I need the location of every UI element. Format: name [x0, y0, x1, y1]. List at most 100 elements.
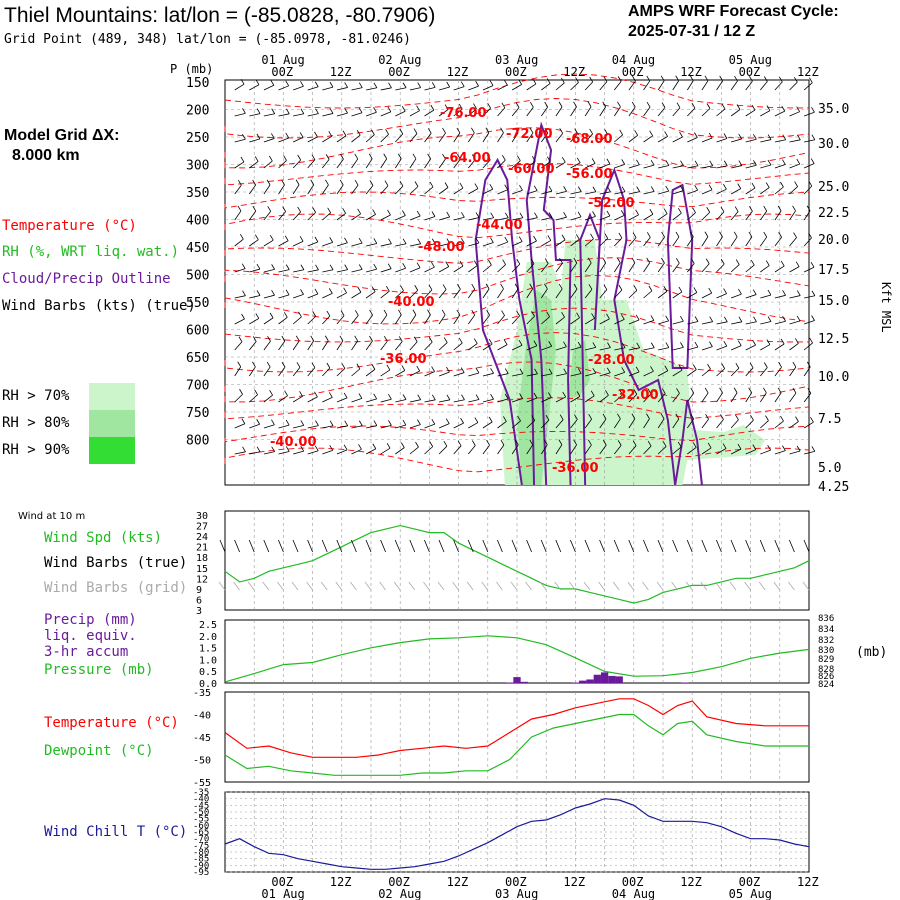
wind-barb-flag	[602, 413, 607, 420]
wind-barb	[584, 444, 592, 455]
isotherm-line	[224, 307, 810, 343]
wind-barb-flag	[457, 440, 462, 447]
wind-barb-flag	[763, 231, 768, 238]
wind-barb	[687, 321, 699, 325]
wind-barb	[599, 418, 607, 429]
wind-barb	[468, 159, 476, 169]
wind-barb	[599, 215, 611, 221]
top-hour-label: 00Z	[622, 65, 644, 79]
wind-barb-flag	[300, 289, 304, 295]
wind-barb-flag	[501, 155, 506, 161]
wind-barb-flag	[533, 340, 538, 346]
wind-barb	[774, 237, 782, 247]
wind-barb-flag	[237, 179, 242, 186]
wind-barb	[380, 447, 391, 455]
wind-barb-flag	[661, 257, 665, 264]
wind-barb-flag	[457, 284, 461, 290]
wind-barb	[249, 268, 261, 273]
wind-barb	[760, 187, 770, 195]
wind-barb	[249, 423, 260, 429]
wind-barb-flag	[475, 367, 480, 374]
wind-barb	[497, 84, 508, 91]
surface-barb-true	[672, 539, 678, 553]
wind-barb-flag	[650, 342, 655, 348]
wind-barb	[453, 132, 461, 143]
wind-barb	[526, 345, 538, 351]
wind-barb	[570, 317, 580, 325]
wind-barb-flag	[752, 339, 756, 346]
top-day-label: 04 Aug	[612, 53, 655, 67]
wind-barb-flag	[708, 287, 713, 294]
wind-barb	[584, 418, 592, 429]
wind-barb	[249, 239, 259, 247]
bottom-day-label: 04 Aug	[612, 887, 655, 900]
wind-barb-flag	[255, 313, 260, 319]
wind-barb	[380, 134, 389, 143]
bottom-day-label: 01 Aug	[261, 887, 304, 900]
wind-barb-flag	[471, 154, 476, 160]
isotherm-label: -32.00	[612, 388, 659, 403]
wind-barb-flag	[344, 420, 349, 427]
wind-barb	[687, 263, 695, 273]
wind-barb	[555, 316, 565, 325]
wind-barb	[468, 242, 480, 247]
wind-barb	[482, 343, 493, 351]
wind-barb-flag	[694, 160, 699, 166]
wind-barb-flag	[414, 181, 419, 187]
wind-barb-flag	[606, 158, 611, 165]
wind-barb-flag	[475, 80, 479, 87]
wind-barb-flag	[412, 153, 417, 159]
wind-barb	[789, 139, 801, 143]
wind-barb	[628, 106, 636, 117]
height-tick-label: 5.0	[818, 461, 841, 476]
wind-barb-flag	[254, 234, 259, 240]
wind-barb	[687, 392, 695, 403]
wind-barb-flag	[387, 209, 391, 216]
wind-barb	[716, 263, 725, 273]
wind-barb	[395, 341, 403, 351]
wind-barb	[803, 210, 811, 221]
wind-barb-flag	[793, 77, 798, 83]
wind-barb-flag	[300, 81, 304, 87]
wind-barb	[526, 160, 536, 169]
wind-barb	[804, 295, 815, 299]
wind-barb	[394, 158, 402, 169]
wind-barb	[438, 371, 450, 377]
wind-barb-flag	[680, 316, 684, 322]
wind-barb	[438, 187, 449, 195]
wind-barb	[628, 214, 639, 221]
wind-barb-flag	[634, 130, 639, 136]
wind-barb-flag	[326, 310, 331, 317]
wind-barb-flag	[531, 311, 535, 317]
wind-barb-flag	[442, 284, 447, 290]
wind-barb-flag	[704, 387, 709, 394]
wind-barb	[307, 425, 319, 429]
wind-barb-flag	[342, 208, 347, 214]
top-day-label: 03 Aug	[495, 53, 538, 67]
wind-barb-flag	[737, 183, 742, 189]
wind-barb-flag	[620, 210, 625, 216]
wind-barb	[497, 107, 506, 117]
wind-barb	[366, 268, 377, 273]
wind-barb-flag	[456, 309, 461, 316]
wind-barb-flag	[753, 316, 757, 322]
wind-barb-flag	[544, 101, 549, 108]
surface-barb-grid	[525, 581, 532, 591]
wind-barb-flag	[485, 283, 490, 290]
isotherm-label: -72.00	[506, 127, 553, 142]
wind-barb	[380, 424, 392, 429]
wind-barb	[249, 113, 261, 117]
wind-barb	[497, 373, 509, 377]
wind-barb	[278, 366, 286, 377]
wind-barb-flag	[792, 361, 797, 368]
wind-barb	[628, 319, 640, 325]
wind-barb	[365, 158, 373, 169]
legend-rh70-label: RH > 70%	[2, 388, 70, 404]
isotherm-label: -68.00	[566, 132, 613, 147]
wind-barb-flag	[282, 206, 286, 212]
wind-barb-flag	[487, 102, 491, 109]
wind-speed-line	[224, 524, 810, 604]
wind-barb-flag	[693, 287, 698, 293]
wind-barb-flag	[431, 211, 436, 217]
wind-barb-flag	[314, 391, 318, 398]
